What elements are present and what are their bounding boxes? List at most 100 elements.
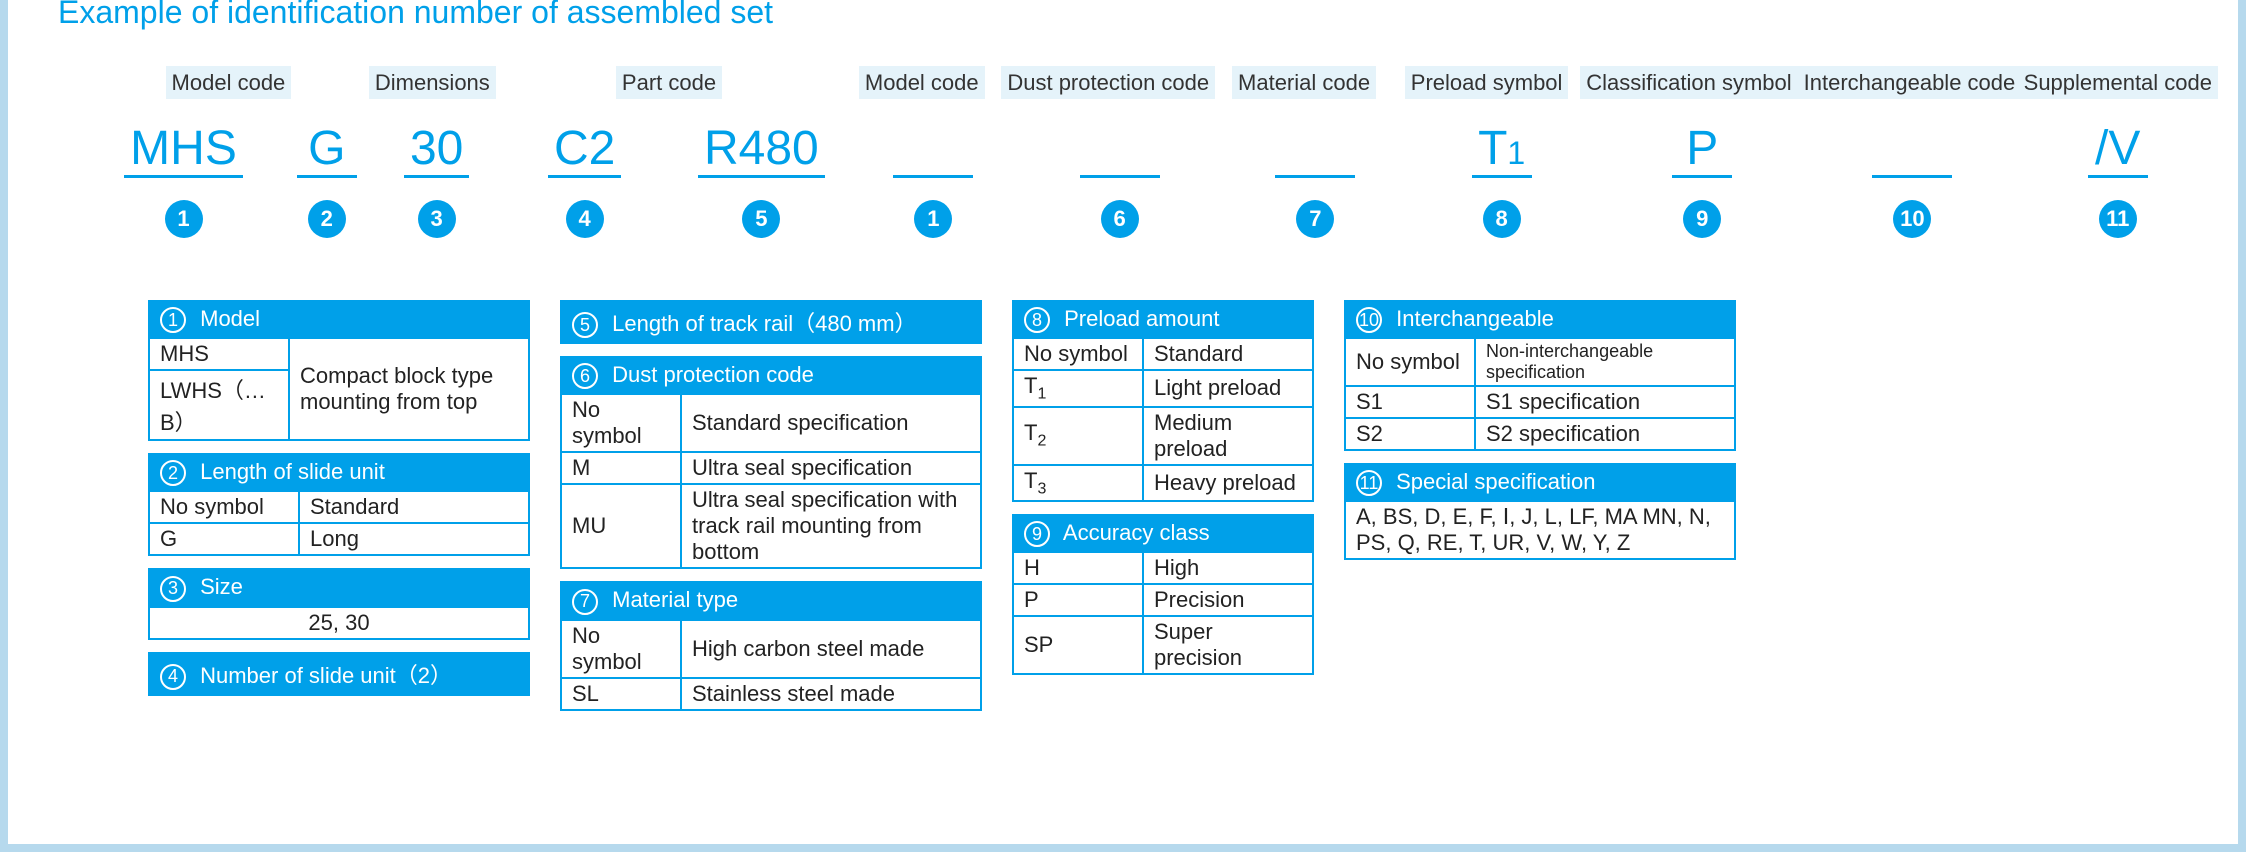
table-row: No symbolStandard — [149, 491, 529, 523]
code-number-cell: 9 — [1597, 200, 1807, 238]
code-number-cell: 4 — [499, 200, 671, 238]
table-row: SLStainless steel made — [561, 678, 981, 710]
table-cell: No symbol — [561, 394, 681, 452]
code-value: 30 — [404, 125, 469, 178]
code-number-badge: 2 — [308, 200, 346, 238]
code-value — [893, 125, 973, 178]
header-label-text: Model code — [859, 66, 985, 99]
table-row: MUUltra seal specification with track ra… — [561, 484, 981, 568]
table-number-badge: 4 — [160, 664, 186, 690]
spec-table-preload: 8 Preload amountNo symbolStandardT1Light… — [1012, 300, 1314, 502]
table-cell: Super precision — [1143, 616, 1313, 674]
code-segment: C2 — [499, 125, 671, 178]
table-cell: SP — [1013, 616, 1143, 674]
table-number-badge: 5 — [572, 312, 598, 338]
table-header: 5 Length of track rail（480 mm） — [561, 301, 981, 343]
table-row: MUltra seal specification — [561, 452, 981, 484]
table-number-badge: 2 — [160, 460, 186, 486]
code-value: /V — [2088, 125, 2148, 178]
code-number-cell: 1 — [852, 200, 1014, 238]
code-number-badge: 5 — [742, 200, 780, 238]
table-row: No symbolNon-interchangeable specificati… — [1345, 338, 1735, 386]
code-number-badge: 8 — [1483, 200, 1521, 238]
table-header: 1 Model — [149, 301, 529, 338]
code-value: MHS — [124, 125, 243, 178]
table-cell: P — [1013, 584, 1143, 616]
code-value: R480 — [698, 125, 825, 178]
table-row: T2Medium preload — [1013, 407, 1313, 465]
table-cell: Long — [299, 523, 529, 555]
table-row: No symbolStandard — [1013, 338, 1313, 370]
code-number-cell: 8 — [1406, 200, 1597, 238]
table-cell: Ultra seal specification — [681, 452, 981, 484]
table-cell: MU — [561, 484, 681, 568]
code-number-cell: 6 — [1015, 200, 1225, 238]
table-header: 8 Preload amount — [1013, 301, 1313, 338]
table-number-badge: 7 — [572, 589, 598, 615]
code-number-badge: 4 — [566, 200, 604, 238]
code-number-cell: 3 — [375, 200, 499, 238]
table-cell: H — [1013, 552, 1143, 584]
table-number-badge: 6 — [572, 363, 598, 389]
header-labels-row: Model codeDimensionsPart codeModel codeD… — [88, 70, 2218, 96]
table-row: No symbolStandard specification — [561, 394, 981, 452]
code-value — [1275, 125, 1355, 178]
table-cell: MHS — [149, 338, 289, 370]
table-header: 7 Material type — [561, 582, 981, 619]
table-header: 9 Accuracy class — [1013, 515, 1313, 552]
header-label: Interchangeable code — [1798, 70, 2018, 96]
table-number-badge: 1 — [160, 307, 186, 333]
header-label-text: Material code — [1232, 66, 1376, 99]
code-segment: T1 — [1406, 125, 1597, 178]
table-cell: No symbol — [561, 620, 681, 678]
table-column: 1 ModelMHSCompact block type mounting fr… — [148, 300, 530, 696]
diagram-container: Example of identification number of asse… — [0, 0, 2246, 852]
code-number-cell: 5 — [671, 200, 852, 238]
table-cell: S2 specification — [1475, 418, 1735, 450]
table-row: GLong — [149, 523, 529, 555]
table-row: S2S2 specification — [1345, 418, 1735, 450]
header-label-text: Part code — [616, 66, 722, 99]
table-cell: S2 — [1345, 418, 1475, 450]
header-label-text: Supplemental code — [2018, 66, 2218, 99]
code-segment: 30 — [375, 125, 499, 178]
header-label-text: Interchangeable code — [1798, 66, 2022, 99]
table-cell: A, BS, D, E, F, Ⅰ, J, L, LF, MA MN, N, P… — [1345, 501, 1735, 559]
code-number-badge: 9 — [1683, 200, 1721, 238]
header-label-text: Preload symbol — [1405, 66, 1569, 99]
table-cell: G — [149, 523, 299, 555]
table-cell: Ultra seal specification with track rail… — [681, 484, 981, 568]
table-cell: S1 — [1345, 386, 1475, 418]
table-cell: No symbol — [149, 491, 299, 523]
code-number-badge: 11 — [2099, 200, 2137, 238]
table-cell: Light preload — [1143, 370, 1313, 406]
tables-area: 1 ModelMHSCompact block type mounting fr… — [148, 300, 2198, 711]
table-cell: Compact block type mounting from top — [289, 338, 529, 440]
code-segment — [1015, 125, 1225, 178]
spec-table-num_units: 4 Number of slide unit（2） — [148, 652, 530, 696]
code-number-badge: 1 — [165, 200, 203, 238]
table-header: 3 Size — [149, 569, 529, 606]
code-number-badge: 6 — [1101, 200, 1139, 238]
table-row: T3Heavy preload — [1013, 465, 1313, 501]
table-number-badge: 8 — [1024, 307, 1050, 333]
code-segment: P — [1597, 125, 1807, 178]
table-row: SPSuper precision — [1013, 616, 1313, 674]
spec-table-material: 7 Material typeNo symbolHigh carbon stee… — [560, 581, 982, 710]
table-cell: 25, 30 — [149, 607, 529, 639]
table-row: MHSCompact block type mounting from top — [149, 338, 529, 370]
spec-table-special: 11 Special specificationA, BS, D, E, F, … — [1344, 463, 1736, 560]
header-label: Preload symbol — [1393, 70, 1580, 96]
table-cell: LWHS（…B） — [149, 370, 289, 440]
code-number-cell: 2 — [279, 200, 375, 238]
header-label: Dust protection code — [1001, 70, 1215, 96]
table-cell: Standard — [1143, 338, 1313, 370]
code-value — [1080, 125, 1160, 178]
table-cell: No symbol — [1013, 338, 1143, 370]
code-number-badge: 10 — [1893, 200, 1931, 238]
table-row: PPrecision — [1013, 584, 1313, 616]
code-number-badge: 7 — [1296, 200, 1334, 238]
header-label-text: Classification symbol — [1580, 66, 1797, 99]
table-column: 8 Preload amountNo symbolStandardT1Light… — [1012, 300, 1314, 675]
code-value: T1 — [1472, 125, 1532, 178]
